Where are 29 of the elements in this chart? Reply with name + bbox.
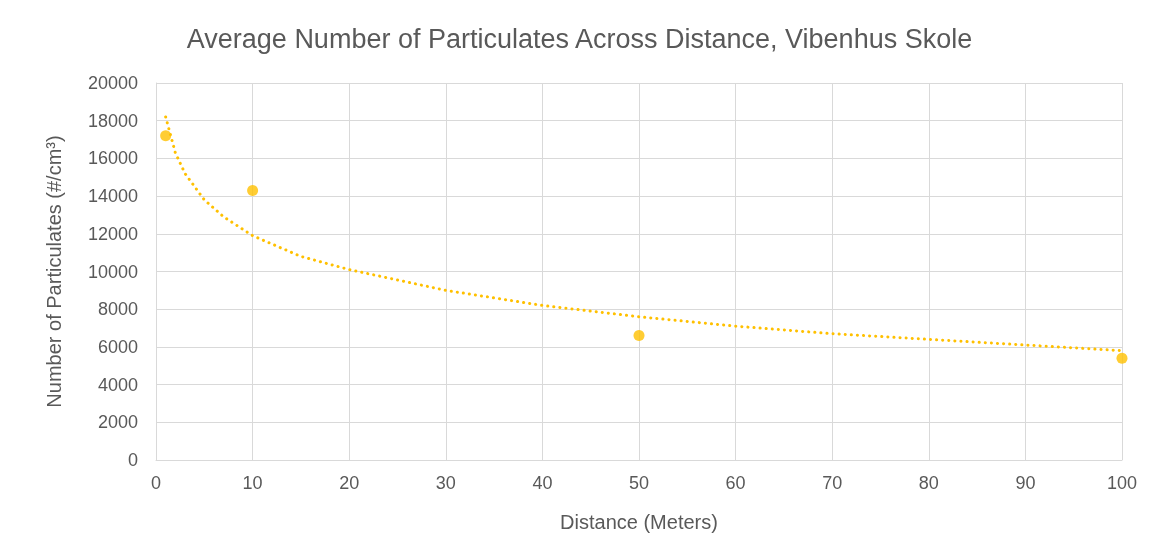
x-tick-label: 60	[725, 473, 746, 493]
x-tick-label: 20	[339, 473, 360, 493]
point	[1116, 352, 1128, 364]
x-tick-label: 40	[532, 473, 553, 493]
x-tick-label: 70	[822, 473, 843, 493]
x-tick-label: 10	[242, 473, 263, 493]
y-tick-label: 6000	[97, 336, 138, 357]
y-axis-title: Number of Particulates (#/cm³)	[43, 135, 65, 408]
x-tick-label: 90	[1015, 473, 1036, 493]
y-tick-label: 2000	[97, 412, 138, 433]
x-tick-label: 50	[628, 473, 650, 493]
point	[160, 130, 172, 142]
y-tick-label: 18000	[87, 110, 138, 131]
x-tick-label: 0	[150, 473, 162, 493]
x-tick-label: 30	[435, 473, 456, 493]
y-tick-label: 10000	[87, 261, 138, 282]
x-tick-label: 80	[918, 473, 939, 493]
y-tick-label: 12000	[87, 223, 138, 244]
y-tick-label: 14000	[87, 186, 138, 207]
y-tick-label: 16000	[87, 148, 138, 169]
x-axis-title: Distance (Meters)	[560, 511, 718, 533]
y-tick-label: 4000	[97, 374, 138, 395]
x-tick-label: 100	[1106, 473, 1138, 493]
point	[633, 330, 645, 342]
y-tick-label: 20000	[87, 73, 138, 93]
point	[247, 184, 259, 196]
chart-title: Average Number of Particulates Across Distance, Vibenhus Skole	[186, 23, 973, 54]
y-tick-label: 8000	[97, 299, 138, 320]
y-tick-label: 0	[127, 450, 138, 470]
